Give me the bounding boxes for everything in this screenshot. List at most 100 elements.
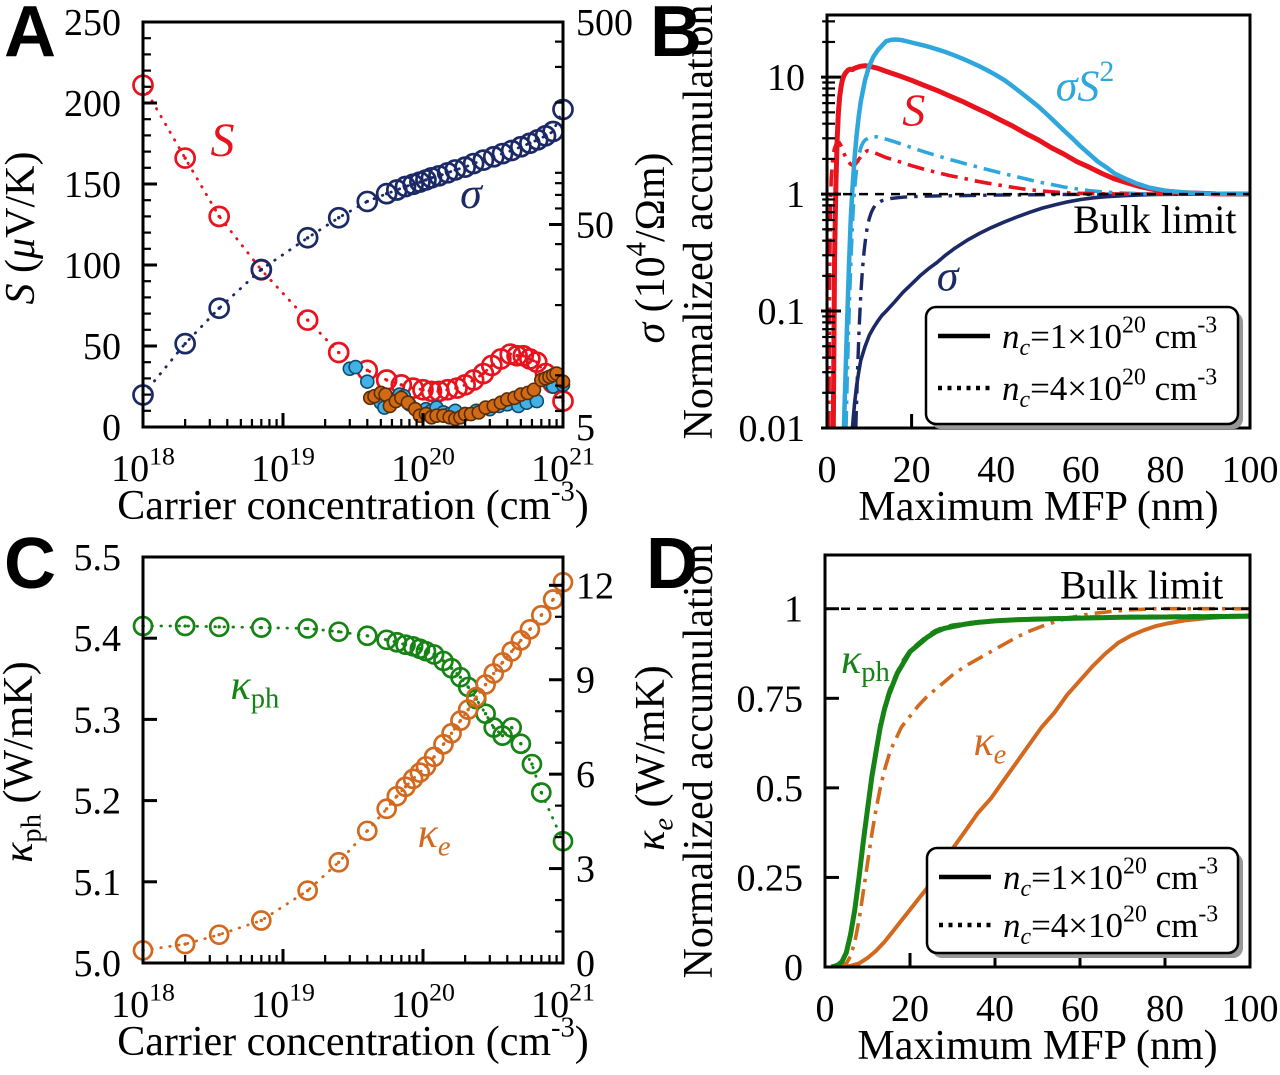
open-circle-marker xyxy=(510,733,532,755)
series-sigmaS2-nc1e20 xyxy=(841,37,1250,428)
x-axis: 0 20 40 60 80 100 xyxy=(816,953,1279,1030)
x-axis: 0 20 40 60 80 100 xyxy=(818,414,1279,491)
y-tick-label: 0.75 xyxy=(737,678,804,720)
marker-center-dot xyxy=(365,829,369,833)
annotation-0: S xyxy=(902,85,925,136)
y-tick-label: 5.2 xyxy=(74,781,122,823)
open-circle-marker xyxy=(412,378,434,401)
legend: nc=1×1020 cm-3nc=4×1020 cm-3 xyxy=(924,305,1243,429)
annotation-1: σ xyxy=(460,169,484,218)
y-axis-title: κph (W/mK) xyxy=(0,661,47,863)
marker-center-dot xyxy=(217,932,221,937)
open-circle-marker xyxy=(444,159,467,181)
marker-center-dot xyxy=(500,733,505,738)
x-axis-title: Maximum MFP (nm) xyxy=(857,1023,1217,1069)
open-circle-marker xyxy=(501,717,523,738)
legend-label: nc=1×1020 cm-3 xyxy=(1002,313,1217,361)
marker-center-dot xyxy=(515,354,519,358)
marker-center-dot xyxy=(519,742,523,746)
open-circle-marker xyxy=(327,206,350,229)
marker-center-dot xyxy=(337,350,341,355)
open-circle-marker xyxy=(328,621,350,643)
x-tick-label: 80 xyxy=(1146,988,1184,1030)
annotation-2: Bulk limit xyxy=(1060,563,1223,608)
marker-center-dot xyxy=(530,762,534,766)
marker-center-dot xyxy=(458,675,463,679)
marker-center-dot xyxy=(432,755,436,759)
open-circle-marker xyxy=(375,182,398,205)
marker-center-dot xyxy=(458,718,463,723)
marker-center-dot xyxy=(217,625,221,629)
x-axis: 1018 1019 1020 1021 xyxy=(111,413,595,490)
y-axis-title: κe (W/mK) xyxy=(628,665,679,851)
open-circle-marker xyxy=(356,820,378,842)
marker-center-dot xyxy=(466,707,470,712)
open-circle-marker xyxy=(356,625,378,647)
y-tick-label: 500 xyxy=(576,2,633,44)
x-tick-label: 20 xyxy=(893,449,931,491)
y-tick-label: 50 xyxy=(576,205,614,247)
open-circle-marker xyxy=(395,634,416,656)
series-sigma-calculated xyxy=(132,98,574,406)
marker-center-dot xyxy=(183,624,187,628)
y-tick-label: 0.25 xyxy=(737,857,804,899)
y-axis-right: 0 3 6 9 12 xyxy=(549,565,614,985)
x-tick-label: 1019 xyxy=(251,441,315,490)
series-line xyxy=(830,63,1250,428)
y-tick-label: 5.5 xyxy=(74,537,122,579)
open-circle-marker xyxy=(208,297,231,320)
panel-a-letter: A xyxy=(4,0,56,72)
marker-center-dot xyxy=(365,368,369,372)
marker-center-dot xyxy=(183,341,187,346)
y-tick-label: 100 xyxy=(64,245,121,287)
annotation-1: σS2 xyxy=(1056,55,1115,110)
y-tick-label: 6 xyxy=(576,754,595,796)
open-circle-marker xyxy=(297,618,319,639)
marker-center-dot xyxy=(418,180,422,184)
y-axis-left: 5.0 5.1 5.2 5.3 5.4 5.5 xyxy=(74,537,157,985)
marker-center-dot xyxy=(365,199,369,204)
marker-center-dot xyxy=(399,383,404,387)
series-line xyxy=(841,37,1250,428)
marker-center-dot xyxy=(305,626,310,631)
marker-center-dot xyxy=(395,794,399,798)
marker-center-dot xyxy=(365,634,369,638)
open-circle-marker xyxy=(296,309,319,331)
marker-center-dot xyxy=(217,214,221,219)
y-tick-label: 0 xyxy=(576,943,595,985)
annotation-0: κph xyxy=(841,637,890,688)
marker-center-dot xyxy=(483,712,488,716)
x-tick-label: 20 xyxy=(891,988,929,1030)
x-tick-label: 40 xyxy=(977,449,1015,491)
y-tick-label: 12 xyxy=(576,565,614,607)
series-line xyxy=(850,192,1250,428)
y-axis-title: σ (104/Ωm) xyxy=(622,152,674,343)
marker-center-dot xyxy=(466,685,470,689)
x-tick-label: 0 xyxy=(816,988,835,1030)
x-tick-label: 1021 xyxy=(531,441,595,490)
series-S-experimental-2 xyxy=(362,366,571,427)
marker-center-dot xyxy=(337,630,341,634)
legend-label: nc=1×1020 cm-3 xyxy=(1003,854,1218,902)
open-circle-marker xyxy=(530,782,552,803)
y-axis-title: Normalized accumulation xyxy=(676,5,722,440)
panel-a: 1018 1019 1020 1021 0 50 100 150 200 250 S (μV/K) 5… xyxy=(0,2,674,529)
marker-center-dot xyxy=(539,613,544,617)
marker-center-dot xyxy=(509,725,514,730)
legend-label: nc=4×1020 cm-3 xyxy=(1002,365,1217,413)
series-layer xyxy=(132,74,574,427)
y-axis-right: 5 50 500 xyxy=(549,2,633,449)
marker-center-dot xyxy=(528,627,532,632)
x-tick-label: 1018 xyxy=(111,977,175,1026)
legend-box xyxy=(925,846,1240,955)
y-tick-label: 5.3 xyxy=(74,699,122,741)
scatter-point xyxy=(526,382,542,398)
y-axis-left: 0 0.25 0.5 0.75 1 xyxy=(737,589,839,989)
y-axis-left: 0 50 100 150 200 250 xyxy=(64,2,157,449)
marker-center-dot xyxy=(551,597,555,602)
open-circle-marker xyxy=(530,604,552,626)
open-circle-marker xyxy=(519,619,541,640)
x-tick-label: 1020 xyxy=(391,977,455,1026)
x-axis-title: Carrier concentration (cm-3) xyxy=(117,1013,589,1065)
marker-center-dot xyxy=(183,156,187,160)
